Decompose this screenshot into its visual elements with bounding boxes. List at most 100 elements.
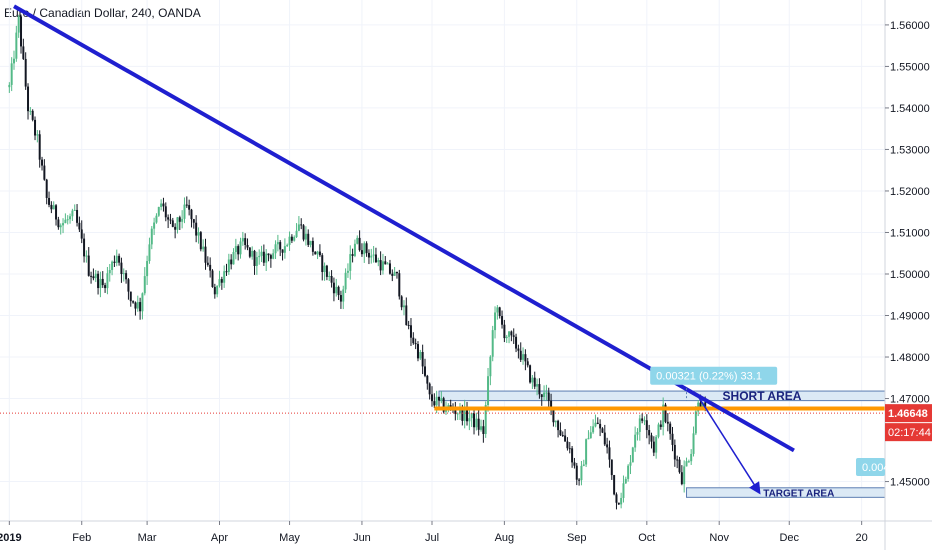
short-area-zone — [438, 390, 886, 402]
time-axis[interactable]: 2019 Feb Mar Apr May Jun Jul Aug Sep Oct Nov Dec 20 — [0, 521, 868, 544]
candle-body — [578, 479, 581, 481]
candle-body — [687, 461, 690, 463]
candle-body — [239, 241, 242, 255]
candle-body — [690, 453, 693, 462]
candle-body — [50, 204, 53, 210]
candle-body — [22, 46, 25, 59]
candle-body — [615, 494, 618, 503]
candle-body — [655, 436, 658, 453]
candle-body — [381, 261, 384, 271]
candle-body — [582, 464, 585, 466]
candle-body — [108, 270, 111, 274]
candle-body — [648, 430, 651, 436]
y-tick-label: 1.48000 — [890, 352, 930, 364]
candle-body — [487, 376, 490, 405]
candle-body — [85, 255, 88, 257]
candle-body — [342, 289, 345, 302]
candle-body — [701, 402, 704, 409]
candle-body — [568, 448, 571, 450]
countdown-text: 02:17:44 — [888, 427, 931, 439]
candle-body — [38, 134, 41, 160]
candle-body — [624, 478, 627, 484]
candle-body — [554, 420, 557, 423]
candle-body — [15, 32, 18, 59]
candle-body — [428, 383, 431, 395]
candle-body — [393, 271, 396, 276]
candle-body — [358, 237, 361, 251]
candle-body — [160, 203, 163, 207]
candle-body — [59, 225, 62, 228]
candle-body — [330, 275, 333, 283]
candle-body — [162, 203, 165, 207]
candle-body — [150, 228, 153, 245]
candle-body — [171, 220, 174, 227]
candle-body — [143, 276, 146, 294]
price-axis[interactable]: 1.56000 1.55000 1.54000 1.53000 1.52000 1.510… — [885, 20, 932, 489]
projection-arrow — [697, 396, 761, 495]
candle-body — [66, 219, 69, 221]
candle-body — [339, 295, 342, 302]
candle-body — [52, 205, 55, 210]
candle-body — [543, 392, 546, 398]
candle-body — [596, 422, 599, 424]
candle-body — [225, 271, 228, 273]
candle-body — [155, 215, 158, 223]
candle-body — [566, 441, 569, 449]
candle-body — [127, 279, 130, 292]
candle-body — [617, 502, 620, 505]
candle-body — [253, 250, 256, 266]
candle-body — [454, 410, 457, 414]
candle-body — [297, 224, 300, 231]
candle-body — [547, 392, 550, 401]
y-tick-label: 1.53000 — [890, 144, 930, 156]
drawing-lines — [0, 4, 885, 495]
candle-body — [122, 273, 125, 275]
candle-body — [494, 312, 497, 331]
candle-body — [241, 238, 244, 242]
candle-body — [461, 407, 464, 421]
x-tick-label: May — [279, 532, 300, 544]
candle-body — [78, 222, 81, 230]
x-tick-label: 20 — [856, 532, 868, 544]
candle-body — [286, 244, 289, 247]
candle-body — [269, 255, 272, 259]
candle-body — [678, 459, 681, 473]
candle-body — [384, 261, 387, 265]
candle-body — [477, 418, 480, 430]
candle-body — [673, 444, 676, 460]
candle-body — [519, 350, 522, 360]
candle-body — [204, 246, 207, 263]
candle-body — [111, 261, 114, 271]
candle-body — [463, 408, 466, 421]
candle-body — [419, 351, 422, 359]
candle-body — [43, 165, 46, 180]
candle-body — [48, 197, 51, 205]
candle-body — [631, 447, 634, 463]
candle-body — [407, 324, 410, 326]
candle-body — [652, 441, 655, 453]
y-tick-label: 1.52000 — [890, 186, 930, 198]
candle-body — [388, 263, 391, 274]
candle-body — [473, 413, 476, 428]
candle-body — [148, 244, 151, 262]
candle-body — [377, 260, 380, 263]
candle-body — [414, 343, 417, 345]
candle-body — [573, 462, 576, 466]
partial-label-box — [856, 458, 885, 477]
candle-body — [365, 243, 368, 253]
candle-body — [402, 305, 405, 308]
candle-body — [157, 206, 160, 216]
candles — [8, 14, 707, 510]
candle-body — [620, 497, 623, 505]
candle-body — [344, 272, 347, 290]
candle-body — [683, 466, 686, 485]
candle-body — [13, 58, 16, 64]
candle-body — [115, 255, 118, 263]
candle-body — [545, 392, 548, 394]
candle-body — [234, 246, 237, 252]
candle-body — [29, 110, 32, 112]
candle-body — [704, 402, 707, 408]
candle-body — [391, 273, 394, 276]
candle-body — [505, 336, 508, 339]
